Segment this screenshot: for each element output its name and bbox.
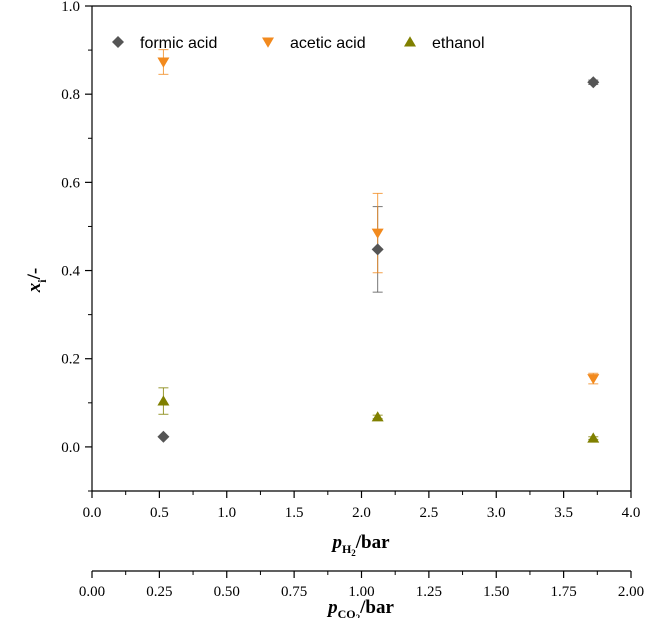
acetic-acid-point [371, 228, 384, 239]
x-tick-label: 3.5 [554, 505, 573, 521]
x-tick-label: 3.0 [487, 505, 506, 521]
x-tick-label: 4.0 [622, 505, 641, 521]
formic-acid-point [587, 76, 600, 89]
legend-item-ethanol: ethanol [404, 35, 485, 52]
legend-marker-ethanol [404, 36, 416, 47]
x-tick-label: 0.5 [150, 505, 169, 521]
y-tick-label: 0.4 [61, 264, 80, 280]
acetic-acid-point [157, 57, 170, 68]
ethanol-point [157, 395, 170, 406]
plot-frame [91, 5, 632, 572]
x2-tick-label: 1.75 [551, 584, 577, 600]
x2-tick-label: 2.00 [618, 584, 644, 600]
x-tick-label: 0.0 [83, 505, 102, 521]
x-tick-label: 1.0 [217, 505, 236, 521]
y-tick-label: 0.0 [61, 440, 80, 456]
x-tick-label: 2.0 [352, 505, 371, 521]
x2-tick-label: 1.50 [483, 584, 509, 600]
legend-marker-acetic-acid [262, 37, 274, 48]
x2-tick-label: 0.75 [281, 584, 307, 600]
x2-tick-label: 1.00 [348, 584, 374, 600]
acetic-acid-point [587, 374, 600, 385]
formic-acid-point [157, 430, 170, 443]
x2-axis-title: pCO2/bar [326, 597, 394, 618]
legend: formic acid acetic acid ethanol [112, 35, 485, 52]
x-tick-label: 1.5 [285, 505, 304, 521]
y-tick-label: 0.8 [61, 87, 80, 103]
x2-tick-label: 0.50 [214, 584, 240, 600]
legend-item-acetic-acid: acetic acid [262, 35, 366, 52]
ethanol-point [587, 432, 600, 443]
legend-marker-formic-acid [112, 36, 124, 48]
x-tick-label: 2.5 [420, 505, 439, 521]
legend-label-acetic-acid: acetic acid [290, 35, 366, 52]
ethanol-point [371, 411, 384, 422]
y-axis-title: xi/- [24, 268, 49, 293]
x2-tick-label: 0.25 [146, 584, 172, 600]
y-tick-label: 0.2 [61, 352, 80, 368]
legend-item-formic-acid: formic acid [112, 35, 217, 52]
y-tick-label: 0.6 [61, 175, 80, 191]
formic-acid-point [371, 243, 384, 256]
legend-label-formic-acid: formic acid [140, 35, 217, 52]
x2-tick-label: 0.00 [79, 584, 105, 600]
x-axis-title: pH2/bar [330, 532, 390, 558]
y-tick-label: 1.0 [61, 0, 80, 15]
legend-label-ethanol: ethanol [432, 35, 485, 52]
x2-tick-label: 1.25 [416, 584, 442, 600]
